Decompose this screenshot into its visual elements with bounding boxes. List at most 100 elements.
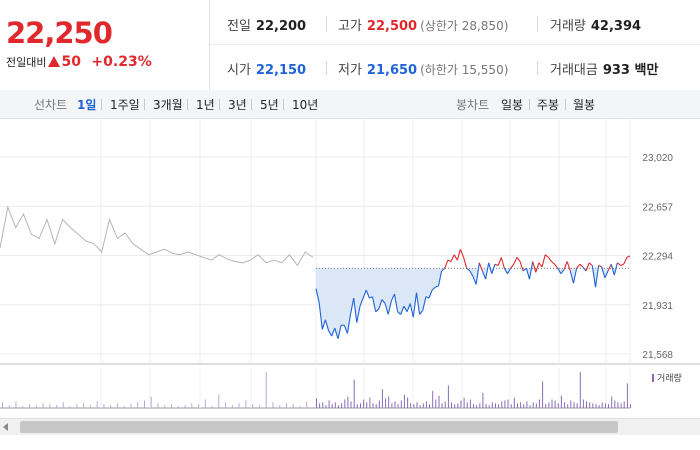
volume-bar [501,401,503,408]
price-segment [431,286,436,291]
volume-bar [626,383,628,408]
chart-scrollbar[interactable] [0,418,700,435]
volume-bar [479,403,481,408]
tab-1week[interactable]: 1주일 [110,98,140,112]
volume-bar [238,403,240,408]
volume-bar [184,405,186,408]
scroll-left-arrow-icon[interactable] [3,423,8,431]
price-segment [328,330,333,337]
price-segment [488,262,493,274]
tab-weekly-candle[interactable]: 주봉 [537,98,560,112]
change-value: 50 [61,54,81,70]
price-segment [554,263,559,269]
volume-bar [592,403,594,408]
volume-bar [495,403,496,408]
price-segment [507,268,512,274]
volume-bar [466,402,468,408]
scroll-thumb[interactable] [20,421,618,433]
tab-5year[interactable]: 5년 [260,98,279,112]
tab-1day[interactable]: 1일 [77,98,97,112]
volume-bar [595,404,597,408]
volume-bar [532,402,534,408]
price-segment [510,263,515,269]
volume-bar [381,389,383,408]
volume-bar [611,396,613,408]
price-segment [369,296,373,299]
volume-bar [460,400,462,408]
tab-3month[interactable]: 3개월 [153,98,183,112]
tab-daily-candle[interactable]: 일봉 [501,98,524,112]
tab-3year[interactable]: 3년 [228,98,247,112]
price-segment [463,257,468,269]
volume-bar [416,402,418,408]
change-label: 전일대비 [6,56,47,69]
volume-bar [265,372,267,408]
volume-bar [410,403,412,408]
chart-area: 23,020 22,657 22,294 21,931 21,568 거래량 [0,117,700,418]
price-segment [481,270,487,280]
volume-bar [586,401,587,408]
price-segment [428,289,433,299]
volume-bar [204,399,206,408]
price-segment [315,288,320,303]
volume-bar [2,402,3,408]
volume-bar [438,395,440,408]
stat-prev-close: 전일 22,200 [227,15,306,34]
current-price: 22,250 [6,16,113,50]
volume-bar [507,399,509,408]
volume-bar [35,405,37,408]
price-segment [610,264,615,276]
volume-bar [476,405,478,408]
price-segment [485,262,490,280]
volume-bar [334,402,336,408]
volume-bar [510,404,512,408]
volume-bar [444,401,446,408]
volume-bar [385,398,387,408]
tab-1year[interactable]: 1년 [196,98,215,112]
price-segment [551,261,555,265]
stat-high: 고가 22,500 (상한가 28,850) [338,15,508,34]
volume-bar [457,403,459,408]
price-segment [334,327,339,339]
volume-bar [144,400,145,408]
price-segment [324,319,330,331]
price-segment [472,276,477,285]
price-segment [541,254,546,268]
volume-bar [316,398,317,408]
volume-bar [171,404,172,408]
price-segment [579,263,584,268]
stat-value: 21,650 [366,63,418,78]
change-percent: +0.23% [91,54,152,70]
volume-bar [211,406,213,408]
price-segment [390,293,396,302]
volume-bar [548,402,550,408]
price-segment [337,325,342,339]
price-segment [497,257,502,266]
price-segment [522,267,527,272]
volume-bar [491,402,493,408]
price-segment [563,261,568,270]
volume-bar [598,405,600,408]
volume-bar [123,406,125,408]
divider [187,99,188,110]
divider [326,61,327,75]
tab-monthly-candle[interactable]: 월봉 [573,98,596,112]
volume-bar [391,403,393,408]
price-segment [566,261,571,272]
volume-bar [150,396,152,408]
volume-bar [560,395,562,408]
price-segment [447,259,452,263]
price-segment [620,263,624,267]
stat-value: 22,200 [255,19,307,34]
volume-bar [567,404,569,408]
y-tick-label: 22,657 [642,202,673,213]
volume-bar [620,403,622,408]
price-summary: 22,250 전일대비 50 +0.23% [0,0,210,90]
volume-bar [542,381,544,408]
volume-bar [573,402,575,408]
volume-bar [454,404,456,408]
volume-bar [350,401,352,408]
tab-10year[interactable]: 10년 [292,98,319,112]
price-segment [450,254,455,262]
volume-bar [451,402,452,408]
